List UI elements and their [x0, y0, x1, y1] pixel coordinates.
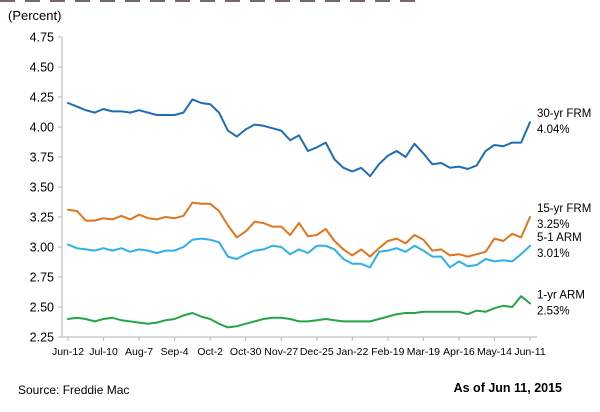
- series-label-30-yr-frm: 30-yr FRM: [537, 108, 591, 120]
- series-label-15-yr-frm: 15-yr FRM: [537, 203, 591, 215]
- y-tick-label: 3.00: [30, 241, 54, 255]
- x-tick-label: Feb-19: [371, 346, 404, 358]
- x-tick-label: Jun-11: [514, 346, 545, 358]
- cropped-title-remnant: [0, 0, 422, 2]
- series-label-1-yr-arm: 1-yr ARM: [537, 289, 585, 301]
- y-tick-label: 4.00: [30, 121, 54, 135]
- series-line-1-yr-arm: [67, 295, 531, 329]
- x-tick-label: Oct-30: [230, 346, 262, 358]
- series-value-label-30-yr-frm: 4.04%: [537, 124, 570, 136]
- x-tick-label: Apr-16: [443, 346, 475, 358]
- series-line-5-1-arm: [67, 237, 531, 269]
- series-value-label-5-1-arm: 3.01%: [537, 248, 570, 260]
- x-tick-label: Nov-27: [264, 346, 298, 358]
- x-tick-label: Mar-19: [407, 346, 440, 358]
- y-tick-label: 2.75: [30, 271, 54, 285]
- y-tick-label: 3.25: [30, 211, 54, 225]
- x-tick-label: Jul-10: [89, 346, 118, 358]
- series-line-30-yr-frm: [67, 98, 531, 178]
- series-value-label-1-yr-arm: 2.53%: [537, 305, 570, 317]
- series-line-15-yr-frm: [67, 201, 531, 258]
- y-tick-label: 3.75: [30, 151, 54, 165]
- y-tick-label: 4.50: [30, 61, 54, 75]
- x-tick-label: Jan-22: [336, 346, 368, 358]
- y-tick-label: 2.50: [30, 301, 54, 315]
- y-tick-label: 4.75: [30, 31, 54, 45]
- y-tick-label: 2.25: [30, 331, 54, 345]
- x-tick-label: Sep-4: [161, 346, 189, 358]
- series-label-5-1-arm: 5-1 ARM: [537, 232, 582, 244]
- x-tick-label: Aug-7: [125, 346, 153, 358]
- x-tick-label: Dec-25: [300, 346, 334, 358]
- x-tick-label: Oct-2: [197, 346, 223, 358]
- x-tick-label: May-14: [477, 346, 512, 358]
- as-of-date: As of Jun 11, 2015: [453, 381, 562, 395]
- y-tick-label: 4.25: [30, 91, 54, 105]
- y-axis-unit-label: (Percent): [8, 8, 62, 23]
- source-note: Source: Freddie Mac: [18, 383, 130, 397]
- x-tick-label: Jun-12: [52, 346, 84, 358]
- series-value-label-15-yr-frm: 3.25%: [537, 219, 570, 231]
- y-tick-label: 3.50: [30, 181, 54, 195]
